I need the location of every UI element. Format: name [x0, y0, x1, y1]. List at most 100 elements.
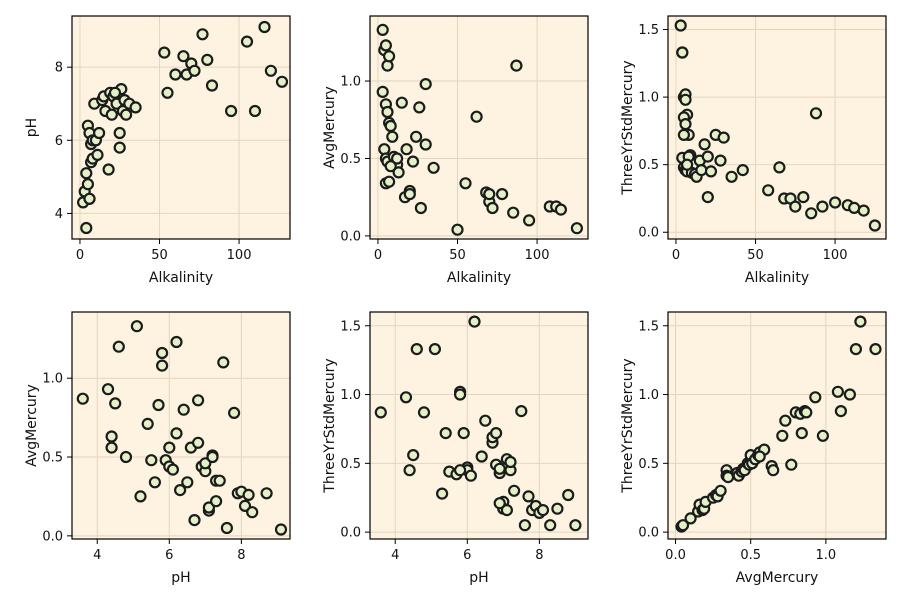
x-tick-label: 100	[823, 248, 848, 263]
data-point	[145, 454, 158, 467]
data-point	[816, 200, 829, 213]
data-point	[701, 191, 714, 204]
y-axis-label: ThreeYrStdMercury	[620, 358, 636, 493]
x-tick-label: 50	[449, 248, 466, 263]
data-point	[762, 184, 775, 197]
data-point	[109, 397, 122, 410]
plot-frame	[71, 15, 291, 240]
data-point	[536, 504, 550, 517]
data-point	[413, 101, 426, 114]
data-point	[130, 320, 143, 333]
y-axis-label: ThreeYrStdMercury	[620, 60, 636, 195]
data-point	[201, 53, 214, 67]
x-tick-label: 0	[672, 248, 680, 263]
data-point	[410, 130, 423, 143]
data-point	[210, 495, 223, 508]
x-tick-label: 1.0	[816, 548, 837, 563]
data-point	[483, 188, 496, 201]
plot-background	[72, 16, 290, 239]
data-point	[119, 450, 133, 464]
data-point	[225, 104, 238, 118]
data-point	[403, 188, 416, 201]
data-point	[419, 77, 432, 91]
plot-frame	[369, 311, 589, 540]
plot-background	[72, 312, 290, 539]
data-point	[91, 148, 104, 161]
data-point	[795, 427, 808, 440]
y-tick-label: 1.5	[340, 319, 361, 334]
data-point	[490, 427, 503, 440]
data-point	[391, 152, 404, 165]
data-point	[275, 75, 289, 88]
data-point	[436, 487, 449, 500]
data-point	[181, 476, 194, 489]
data-point	[800, 406, 813, 419]
data-point	[177, 50, 190, 63]
chart-panel-6: 0.0 0.5 1.0 0.0 0.5 1.0 1.5 AvgMercury ThreeYrSt…	[620, 311, 887, 586]
data-point	[119, 108, 133, 121]
data-point	[220, 521, 233, 535]
data-point	[80, 221, 93, 235]
data-point	[105, 430, 118, 443]
data-point	[468, 315, 481, 328]
data-point	[101, 383, 115, 396]
data-point	[400, 143, 413, 156]
x-tick-label: 8	[237, 548, 245, 563]
y-tick-label: 8	[55, 61, 63, 76]
data-point	[773, 161, 786, 174]
data-point	[80, 167, 93, 180]
data-point	[188, 64, 201, 77]
data-point	[500, 504, 513, 517]
data-point	[112, 340, 125, 353]
data-point	[81, 178, 95, 191]
data-point	[701, 150, 714, 163]
data-point	[374, 406, 387, 419]
y-tick-label: 0.0	[340, 229, 361, 244]
data-point	[522, 490, 535, 503]
data-point	[166, 463, 179, 476]
x-tick-label: 0.5	[740, 548, 761, 563]
data-point	[141, 417, 154, 430]
y-tick-label: 0.0	[638, 226, 659, 241]
y-tick-label: 1.5	[638, 23, 659, 38]
x-tick-label: 100	[525, 248, 550, 263]
data-point	[785, 458, 798, 471]
y-tick-label: 1.0	[42, 372, 63, 387]
data-point	[562, 488, 575, 502]
x-tick-label: 0	[76, 248, 84, 263]
chart-panel-2: 0 50 100 0.0 0.5 1.0 Alkalinity AvgMercury	[322, 15, 589, 286]
data-point	[515, 405, 528, 418]
plot-background	[370, 312, 588, 539]
x-tick-label: 6	[165, 548, 173, 563]
data-point	[174, 484, 187, 497]
data-point	[834, 405, 848, 418]
data-point	[717, 131, 730, 144]
data-point	[776, 429, 789, 442]
data-point	[417, 406, 431, 419]
data-point	[379, 39, 392, 52]
data-point	[392, 166, 405, 179]
data-point	[464, 469, 477, 482]
data-point	[403, 464, 416, 477]
y-tick-label: 1.0	[340, 75, 361, 90]
x-tick-label: 4	[391, 548, 399, 563]
data-point	[797, 191, 810, 204]
data-point	[679, 93, 692, 106]
data-point	[177, 403, 190, 416]
scatter-series	[76, 20, 289, 235]
data-point	[92, 126, 106, 140]
x-tick-label: 6	[463, 548, 471, 563]
data-point	[105, 108, 118, 121]
data-point	[695, 164, 708, 177]
data-point	[809, 391, 822, 404]
data-point	[170, 335, 183, 349]
data-point	[725, 170, 738, 183]
chart-panel-5: 4 6 8 0.0 0.5 1.0 1.5 pH ThreeYrStdMercury	[322, 311, 589, 586]
data-point	[679, 117, 692, 131]
data-point	[714, 154, 727, 167]
chart-panel-3: 0 50 100 0.0 0.5 1.0 1.5 Alkalinity ThreeYrStdMe…	[620, 15, 887, 286]
data-point	[205, 79, 219, 92]
y-tick-label: 1.5	[638, 319, 659, 334]
data-point	[428, 343, 441, 356]
